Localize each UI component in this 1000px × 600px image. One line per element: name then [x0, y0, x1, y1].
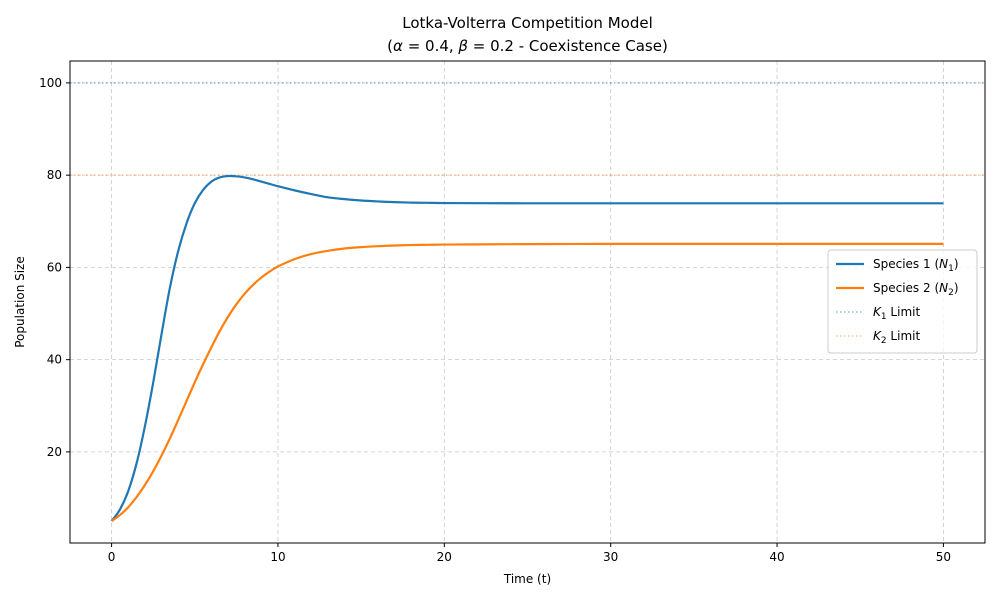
- x-tick-label: 40: [769, 550, 784, 564]
- legend: Species 1 (N1) Species 2 (N2) K1 Limit K2 L…: [827, 249, 978, 354]
- x-axis-label: Time (t): [503, 572, 551, 586]
- legend-label-1: Species 1 (N1): [873, 257, 959, 274]
- chart-title: Lotka-Volterra Competition Model: [402, 14, 652, 32]
- x-tick-label: 50: [936, 550, 951, 564]
- series-1-line: [110, 174, 944, 522]
- series-2-line: [110, 242, 944, 522]
- y-axis-label: Population Size: [13, 256, 27, 348]
- y-tick-label: 80: [47, 168, 62, 182]
- plot-frame: [69, 60, 986, 544]
- legend-frame: [827, 249, 978, 354]
- chart-subtitle: (α = 0.4, β = 0.2 - Coexistence Case): [387, 37, 668, 55]
- y-axis-ticks: 20 40 60 80 100: [39, 76, 70, 459]
- reference-lines: [70, 82, 985, 176]
- legend-label-3: K1 Limit: [873, 305, 920, 322]
- y-tick-label: 40: [47, 353, 62, 367]
- x-tick-label: 20: [437, 550, 452, 564]
- x-tick-label: 0: [108, 550, 116, 564]
- x-axis-ticks: 0 10 20 30 40 50: [108, 543, 951, 564]
- series-lines: [110, 174, 944, 522]
- legend-label-4: K2 Limit: [873, 329, 920, 346]
- y-tick-label: 100: [39, 76, 62, 90]
- y-tick-label: 20: [47, 445, 62, 459]
- y-tick-label: 60: [47, 260, 62, 274]
- legend-label-2: Species 2 (N2): [873, 281, 959, 298]
- x-tick-label: 30: [603, 550, 618, 564]
- x-tick-label: 10: [270, 550, 285, 564]
